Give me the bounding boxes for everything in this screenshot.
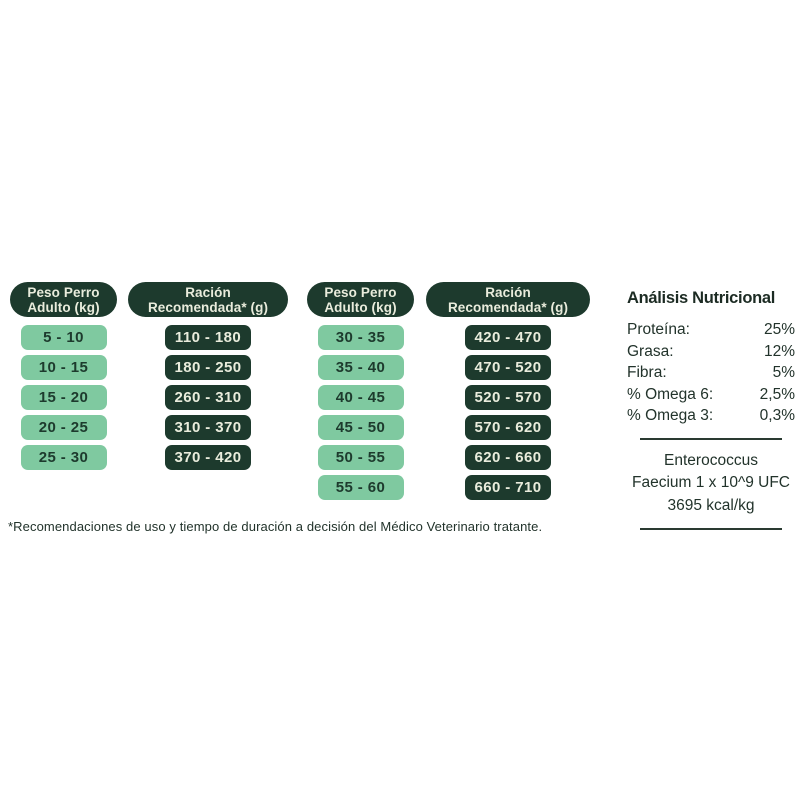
weight-header-pill-1: Peso Perro Adulto (kg) bbox=[10, 282, 117, 317]
nutrient-value: 12% bbox=[763, 342, 795, 360]
nutrient-label: % Omega 6: bbox=[627, 385, 714, 403]
ration-range-cell: 260 - 310 bbox=[165, 385, 251, 410]
weight-range-cell: 35 - 40 bbox=[317, 355, 404, 380]
weight-range-cell: 50 - 55 bbox=[317, 445, 404, 470]
divider-line-bottom bbox=[640, 528, 782, 530]
ration-range-cell: 310 - 370 bbox=[165, 415, 251, 440]
weight-range-cell: 45 - 50 bbox=[317, 415, 404, 440]
ration-range-cell: 470 - 520 bbox=[465, 355, 551, 380]
probiotic-dose: Faecium 1 x 10^9 UFC bbox=[631, 474, 791, 491]
weight-cells-1: 5 - 10 10 - 15 15 - 20 20 - 25 25 - 30 bbox=[20, 325, 107, 470]
weight-range-cell: 15 - 20 bbox=[20, 385, 107, 410]
ration-range-cell: 620 - 660 bbox=[465, 445, 551, 470]
nutrient-row: Grasa: 12% bbox=[627, 341, 795, 363]
energy-value: 3695 kcal/kg bbox=[667, 496, 755, 514]
weight-range-cell: 20 - 25 bbox=[20, 415, 107, 440]
ration-column-1: Ración Recomendada* (g) 110 - 180 180 - … bbox=[128, 282, 288, 470]
ration-range-cell: 570 - 620 bbox=[465, 415, 551, 440]
weight-cells-2: 30 - 35 35 - 40 40 - 45 45 - 50 50 - 55 … bbox=[317, 325, 404, 500]
ration-column-2: Ración Recomendada* (g) 420 - 470 470 - … bbox=[426, 282, 590, 500]
weight-column-2: Peso Perro Adulto (kg) 30 - 35 35 - 40 4… bbox=[307, 282, 414, 500]
nutrient-label: % Omega 3: bbox=[627, 407, 714, 424]
weight-range-cell: 55 - 60 bbox=[317, 475, 404, 500]
weight-range-cell: 25 - 30 bbox=[20, 445, 107, 470]
nutrient-value: 2,5% bbox=[759, 385, 795, 403]
weight-header-pill-2: Peso Perro Adulto (kg) bbox=[307, 282, 414, 317]
ration-range-cell: 180 - 250 bbox=[165, 355, 251, 380]
weight-range-cell: 5 - 10 bbox=[20, 325, 107, 350]
nutrition-title: Análisis Nutricional bbox=[627, 289, 776, 307]
nutrient-value: 25% bbox=[763, 321, 795, 338]
weight-range-cell: 40 - 45 bbox=[317, 385, 404, 410]
ration-cells-2: 420 - 470 470 - 520 520 - 570 570 - 620 … bbox=[465, 325, 551, 500]
ration-cells-1: 110 - 180 180 - 250 260 - 310 310 - 370 … bbox=[165, 325, 251, 470]
ration-range-cell: 660 - 710 bbox=[465, 475, 551, 500]
nutrient-row: Fibra: 5% bbox=[627, 362, 795, 384]
probiotic-name: Enterococcus bbox=[664, 451, 758, 469]
divider-line-top bbox=[640, 437, 782, 440]
nutrient-label: Fibra: bbox=[627, 364, 667, 381]
ration-header-pill-1: Ración Recomendada* (g) bbox=[128, 282, 288, 317]
nutrient-value: 5% bbox=[772, 364, 795, 381]
nutrient-value: 0,3% bbox=[759, 407, 795, 424]
nutrient-row: Proteína: 25% bbox=[627, 319, 795, 341]
nutrient-row: % Omega 6: 2,5% bbox=[627, 384, 795, 406]
ration-range-cell: 420 - 470 bbox=[465, 325, 551, 350]
nutrient-row: % Omega 3: 0,3% bbox=[627, 405, 795, 427]
weight-column-1: Peso Perro Adulto (kg) 5 - 10 10 - 15 15… bbox=[10, 282, 117, 470]
ration-header-pill-2: Ración Recomendada* (g) bbox=[426, 282, 590, 317]
nutrient-label: Grasa: bbox=[627, 342, 674, 360]
ration-range-cell: 520 - 570 bbox=[465, 385, 551, 410]
nutrition-panel: Análisis Nutricional Proteína: 25% Grasa… bbox=[627, 289, 795, 540]
ration-range-cell: 370 - 420 bbox=[165, 445, 251, 470]
weight-range-cell: 10 - 15 bbox=[20, 355, 107, 380]
footnote: *Recomendaciones de uso y tiempo de dura… bbox=[8, 519, 543, 534]
weight-range-cell: 30 - 35 bbox=[317, 325, 404, 350]
nutrient-label: Proteína: bbox=[627, 321, 690, 338]
ration-range-cell: 110 - 180 bbox=[165, 325, 251, 350]
probiotic-info: Enterococcus Faecium 1 x 10^9 UFC 3695 k… bbox=[627, 450, 795, 518]
